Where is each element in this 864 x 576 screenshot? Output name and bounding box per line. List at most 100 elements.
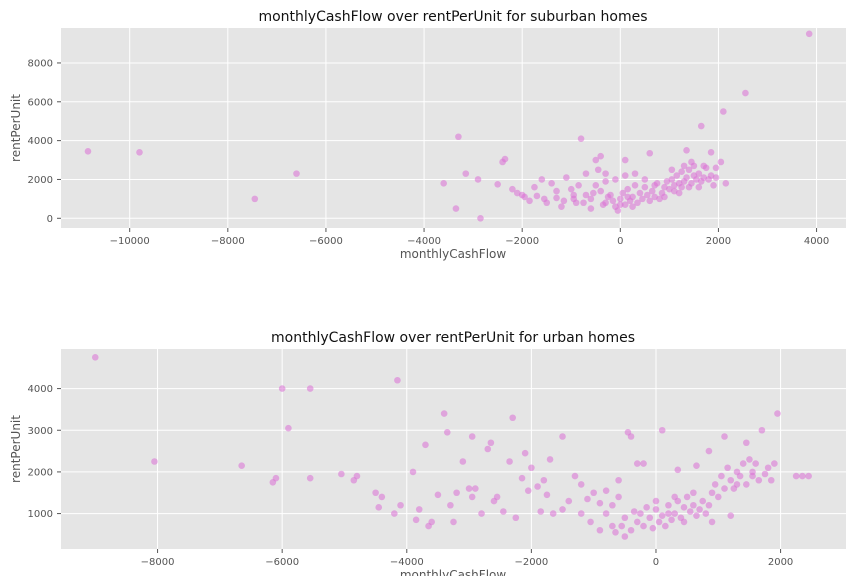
scatter-point — [575, 181, 582, 189]
scatter-point — [708, 489, 716, 497]
scatter-point — [633, 460, 641, 467]
y-tick-label-suburban: 6000 — [28, 97, 53, 108]
scatter-point — [612, 529, 619, 536]
scatter-point — [440, 180, 447, 187]
y-tick-label-urban: 1000 — [28, 509, 53, 520]
scatter-point — [524, 487, 532, 494]
x-tick-label-urban: −8000 — [141, 557, 175, 568]
scatter-point — [549, 510, 557, 517]
scatter-point — [621, 514, 629, 522]
grid-urban — [61, 349, 846, 549]
scatter-point — [761, 470, 769, 478]
scatter-point — [272, 474, 280, 482]
scatter-point — [590, 489, 597, 497]
y-tick-label-suburban: 8000 — [28, 58, 53, 69]
scatter-point — [627, 526, 635, 534]
scatter-point — [671, 493, 678, 501]
scatter-point — [673, 172, 681, 179]
scatter-point — [472, 485, 479, 492]
scatter-point — [668, 516, 675, 524]
y-tick-label-urban: 3000 — [28, 426, 53, 437]
scatter-point — [594, 166, 602, 174]
scatter-point — [671, 510, 678, 517]
scatter-point — [596, 499, 604, 507]
scatter-point — [655, 518, 663, 526]
scatter-point — [462, 170, 470, 177]
plot-area-suburban — [61, 28, 846, 228]
scatter-point — [584, 495, 591, 503]
scatter-point — [455, 133, 462, 141]
scatter-point — [459, 458, 467, 465]
scatter-point — [658, 512, 666, 519]
scatter-point — [697, 122, 705, 130]
scatter-point — [615, 493, 622, 501]
scatter-point — [538, 176, 546, 183]
scatter-point — [680, 518, 688, 526]
scatter-point — [690, 501, 697, 509]
scatter-point — [712, 174, 720, 181]
scatter-point — [705, 447, 713, 455]
scatter-point — [577, 135, 585, 142]
plot-area-urban — [61, 349, 846, 549]
scatter-point — [84, 148, 92, 155]
scatter-point — [597, 152, 604, 160]
scatter-point — [736, 472, 744, 480]
scatter-point — [534, 483, 541, 490]
scatter-point — [375, 504, 383, 511]
scatter-point — [540, 476, 548, 484]
scatter-point — [440, 410, 448, 417]
scatter-point — [567, 185, 575, 193]
scatter-point — [722, 180, 730, 187]
scatter-point — [651, 181, 658, 189]
scatter-point — [680, 504, 688, 511]
scatter-point — [553, 187, 560, 195]
scatter-point — [540, 195, 548, 203]
scatter-point — [631, 181, 639, 189]
x-tick-label-urban: 2000 — [768, 557, 793, 568]
scatter-point — [582, 191, 590, 199]
scatter-point — [658, 426, 666, 434]
scatter-point — [693, 462, 700, 469]
scatter-point — [646, 514, 654, 522]
scatter-point — [468, 493, 476, 501]
scatter-point — [553, 194, 560, 202]
scatter-point — [631, 170, 639, 177]
scatter-point — [665, 501, 672, 509]
scatter-point — [805, 472, 812, 480]
scatter-point — [465, 485, 473, 492]
scatter-point — [570, 195, 578, 203]
y-axis-label-urban: rentPerUnit — [9, 415, 23, 483]
scatter-point — [434, 491, 442, 499]
scatter-point — [621, 533, 629, 540]
scatter-point — [531, 183, 538, 191]
scatter-point — [711, 481, 719, 488]
y-tick-label-suburban: 0 — [47, 214, 53, 225]
scatter-point — [743, 481, 750, 488]
scatter-point — [720, 108, 727, 115]
scatter-point — [487, 439, 495, 447]
scatter-point — [353, 472, 361, 480]
scatter-point — [792, 472, 800, 480]
scatter-point — [590, 189, 597, 197]
scatter-point — [559, 506, 566, 513]
scatter-point — [727, 476, 735, 484]
scatter-point — [577, 510, 585, 517]
scatter-point — [543, 491, 551, 499]
scatter-point — [767, 476, 775, 484]
scatter-point — [372, 489, 379, 497]
scatter-point — [587, 195, 595, 203]
x-tick-label-urban: 0 — [653, 557, 659, 568]
x-tick-label-suburban: −4000 — [407, 236, 441, 247]
scatter-point — [521, 193, 528, 201]
scatter-point — [727, 512, 735, 519]
chart-urban: −8000 −6000 −4000 −2000 0 2000 1000 2000 3000 400… — [9, 330, 846, 576]
scatter-point — [652, 497, 660, 505]
scatter-point — [710, 181, 717, 189]
y-tick-label-suburban: 2000 — [28, 175, 53, 186]
scatter-point — [494, 181, 501, 188]
scatter-point — [617, 195, 624, 203]
scatter-point — [721, 433, 728, 440]
scatter-point — [453, 489, 460, 497]
scatter-point — [764, 464, 772, 472]
scatter-point — [695, 183, 703, 191]
